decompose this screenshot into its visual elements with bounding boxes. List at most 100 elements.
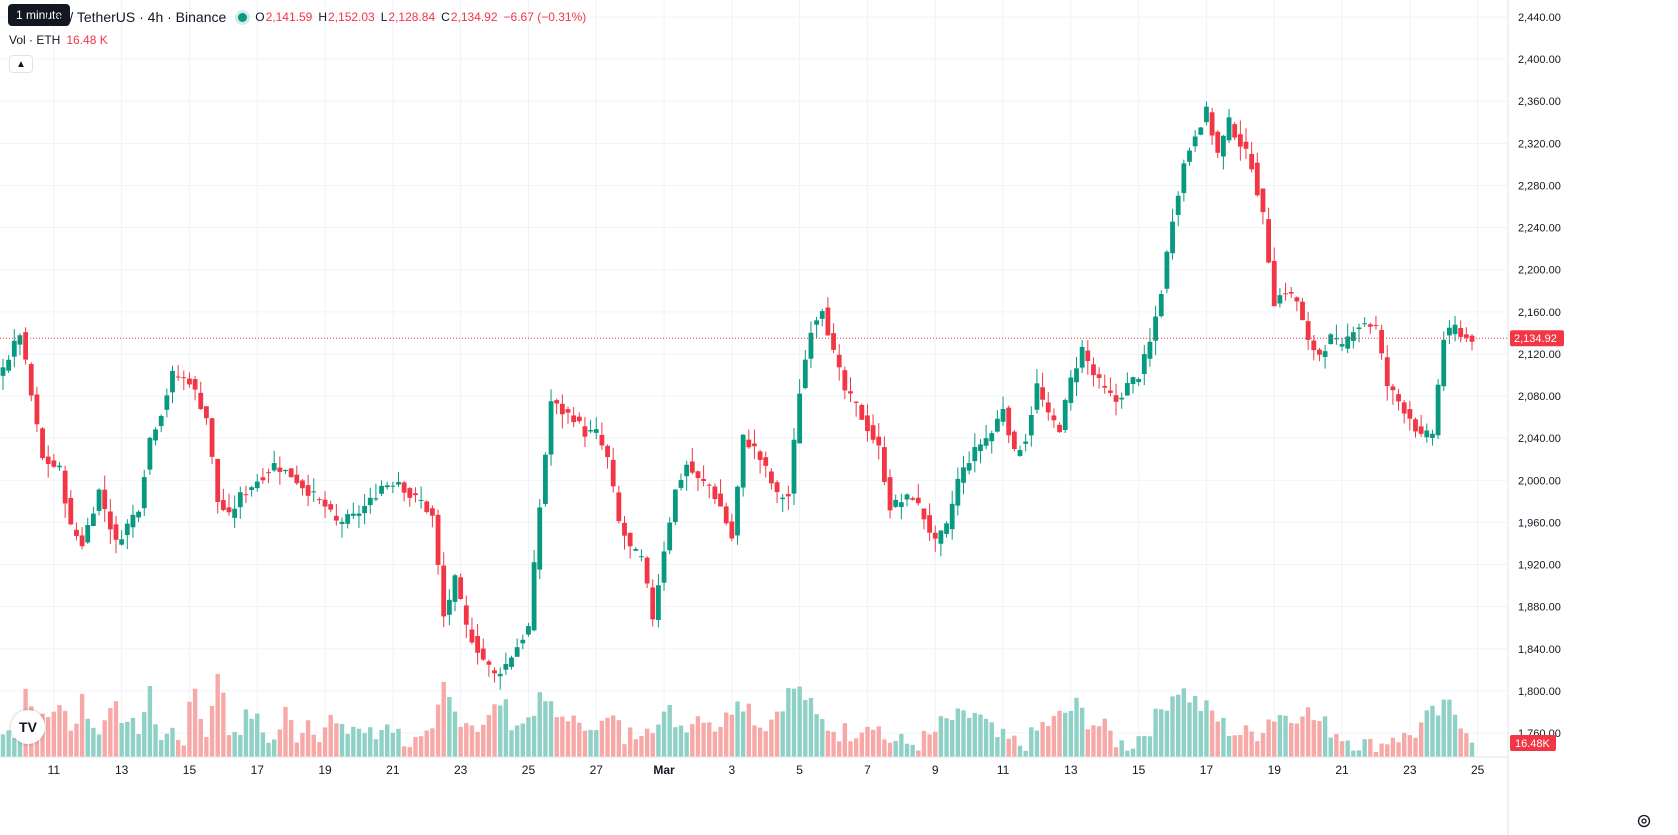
candle-body (1260, 188, 1266, 213)
candle-body (277, 467, 283, 472)
candle-body (1204, 106, 1209, 123)
volume-bar (1051, 715, 1057, 757)
price-tick-label: 1,840.00 (1518, 644, 1561, 656)
candle-body (1153, 316, 1158, 341)
volume-bar (1046, 725, 1051, 757)
volume-bar (102, 720, 107, 757)
candle-body (1079, 346, 1085, 368)
candle-body (1379, 329, 1384, 354)
candle-body (718, 493, 723, 507)
volume-bar (1057, 710, 1062, 757)
candle-body (317, 499, 322, 501)
candle-body (356, 513, 362, 516)
candle-body (294, 474, 300, 484)
candle-body (825, 307, 831, 336)
candle-body (1158, 294, 1164, 317)
volume-bar (249, 718, 254, 757)
collapse-legend-button[interactable]: ▲ (9, 55, 33, 73)
volume-bar (1334, 733, 1339, 757)
candle-body (1034, 383, 1040, 410)
volume-bar (1074, 697, 1079, 757)
candle-body (616, 492, 622, 522)
volume-bar (0, 734, 6, 757)
candle-body (689, 461, 695, 473)
volume-bar (644, 728, 650, 757)
volume-bar (571, 715, 576, 757)
candle-body (1266, 219, 1271, 263)
candle-body (1040, 387, 1045, 400)
volume-bar (159, 739, 164, 757)
time-tick-label: 11 (997, 763, 1010, 777)
volume-bar (520, 723, 525, 757)
symbol-title[interactable]: um / TetherUS · 4h · Binance (46, 9, 227, 25)
volume-bar (548, 701, 554, 757)
candle-body (1447, 327, 1452, 336)
volume-bar (1305, 707, 1311, 757)
candle-body (961, 467, 966, 483)
candle-body (769, 471, 774, 484)
volume-bar (1413, 737, 1418, 757)
candle-body (102, 489, 108, 510)
candle-body (1023, 441, 1029, 444)
candle-body (1339, 344, 1345, 347)
candle-body (1463, 334, 1469, 338)
volume-bar (164, 733, 170, 757)
candle-body (503, 663, 509, 670)
candle-body (492, 670, 497, 674)
volume-label[interactable]: Vol · ETH (9, 33, 61, 47)
volume-bar (684, 732, 689, 757)
volume-bar (537, 692, 542, 757)
volume-bar (334, 723, 339, 757)
volume-bar (1136, 736, 1141, 757)
volume-bar (695, 716, 701, 757)
candle-body (723, 506, 729, 524)
volume-bar (1407, 735, 1413, 757)
volume-bar (187, 701, 192, 757)
candle-body (808, 332, 814, 359)
candle-body (565, 409, 571, 413)
volume-bar (786, 688, 791, 757)
gear-icon[interactable] (1636, 813, 1652, 829)
candle-body (91, 513, 96, 527)
volume-bar (842, 723, 848, 757)
volume-bar (1368, 738, 1373, 757)
volume-bar (362, 733, 367, 757)
candle-body (260, 477, 266, 481)
candle-body (486, 661, 492, 665)
candle-body (938, 530, 944, 544)
candle-body (1006, 407, 1012, 436)
candle-body (1283, 293, 1288, 295)
candle-body (1198, 127, 1204, 135)
tradingview-logo[interactable]: TV (11, 710, 45, 744)
volume-bar (1102, 718, 1107, 757)
candle-body (446, 599, 452, 615)
candle-body (949, 503, 955, 530)
candle-body (695, 471, 701, 479)
volume-bar (272, 739, 277, 757)
candle-body (1130, 377, 1136, 385)
candle-body (576, 416, 582, 422)
high-value: 2,152.03 (328, 10, 375, 24)
volume-bar (927, 734, 932, 757)
candle-body (1435, 384, 1441, 436)
candle-body (1356, 327, 1362, 330)
volume-bar (701, 722, 706, 757)
candle-body (978, 444, 983, 452)
volume-bar (215, 673, 220, 757)
volume-bar (1272, 721, 1277, 757)
volume-bar (1311, 720, 1316, 757)
volume-bar (938, 716, 944, 757)
time-tick-label: 25 (522, 763, 536, 777)
volume-bar (577, 722, 582, 757)
candle-body (424, 501, 430, 512)
candle-body (1000, 408, 1006, 422)
price-tick-label: 1,960.00 (1518, 517, 1561, 529)
candle-body (198, 392, 204, 410)
volume-bar (458, 726, 463, 757)
volume-bar (944, 718, 949, 757)
price-tick-label: 2,440.00 (1518, 12, 1561, 24)
candle-body (1384, 357, 1390, 387)
volume-bar (204, 736, 209, 757)
volume-bar (774, 711, 780, 757)
